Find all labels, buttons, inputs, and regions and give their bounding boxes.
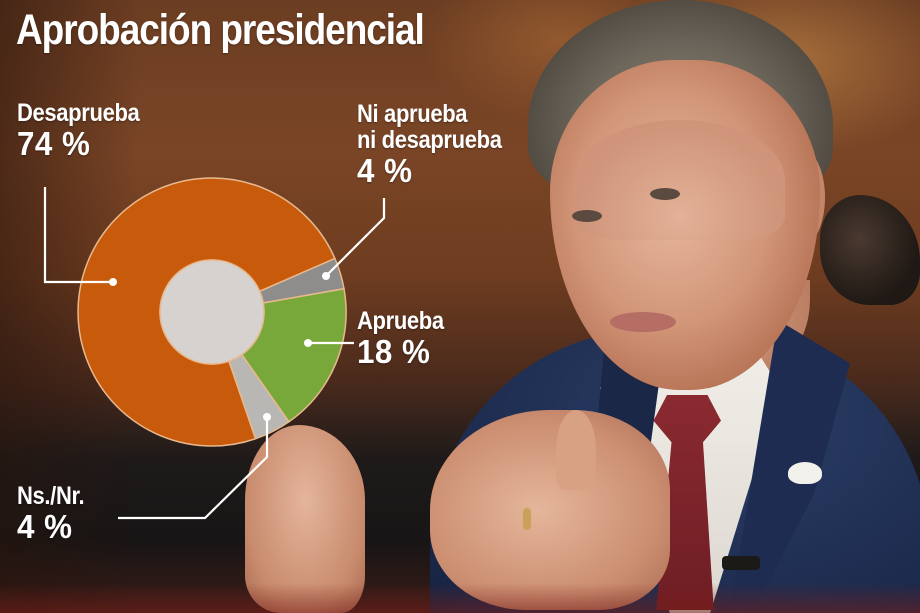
label-ns-nr-name: Ns./Nr. [17,482,85,510]
eye-left [572,210,602,222]
label-ns-nr-pct: 4 % [17,508,73,545]
leader-ni-aprueba [325,198,386,277]
leader-lines [43,187,386,520]
lapel-microphone [722,556,760,570]
eye-right [650,188,680,200]
wedding-ring [523,508,531,530]
dot-ni-aprueba [322,272,330,280]
floor-shade [0,583,920,613]
label-ni-line1: Ni aprueba [357,100,468,128]
leader-dots [109,272,330,421]
hand-right [430,410,670,610]
label-aprueba-pct: 18 % [357,333,431,370]
thumb-right [556,410,596,490]
hand-left [245,425,365,613]
label-desaprueba: Desaprueba 74 % [17,100,156,162]
dot-ns-nr [263,413,271,421]
label-ns-nr: Ns./Nr. 4 % [17,483,93,545]
label-ni-aprueba-ni-desaprueba: Ni aprueba ni desaprueba 4 % [357,101,521,189]
label-aprueba-name: Aprueba [357,307,444,335]
mouth [610,312,676,332]
leader-desaprueba [43,187,113,284]
label-aprueba: Aprueba 18 % [357,308,456,370]
label-desaprueba-name: Desaprueba [17,99,140,127]
donut-center [159,259,265,365]
dot-aprueba [304,339,312,347]
forehead [575,120,785,240]
chart-title: Aprobación presidencial [16,6,425,54]
leader-ns-nr [118,417,269,520]
label-ni-pct: 4 % [357,152,413,189]
dove-pin-icon [788,462,822,484]
dot-desaprueba [109,278,117,286]
label-ni-line2: ni desaprueba [357,126,502,154]
label-desaprueba-pct: 74 % [17,125,91,162]
